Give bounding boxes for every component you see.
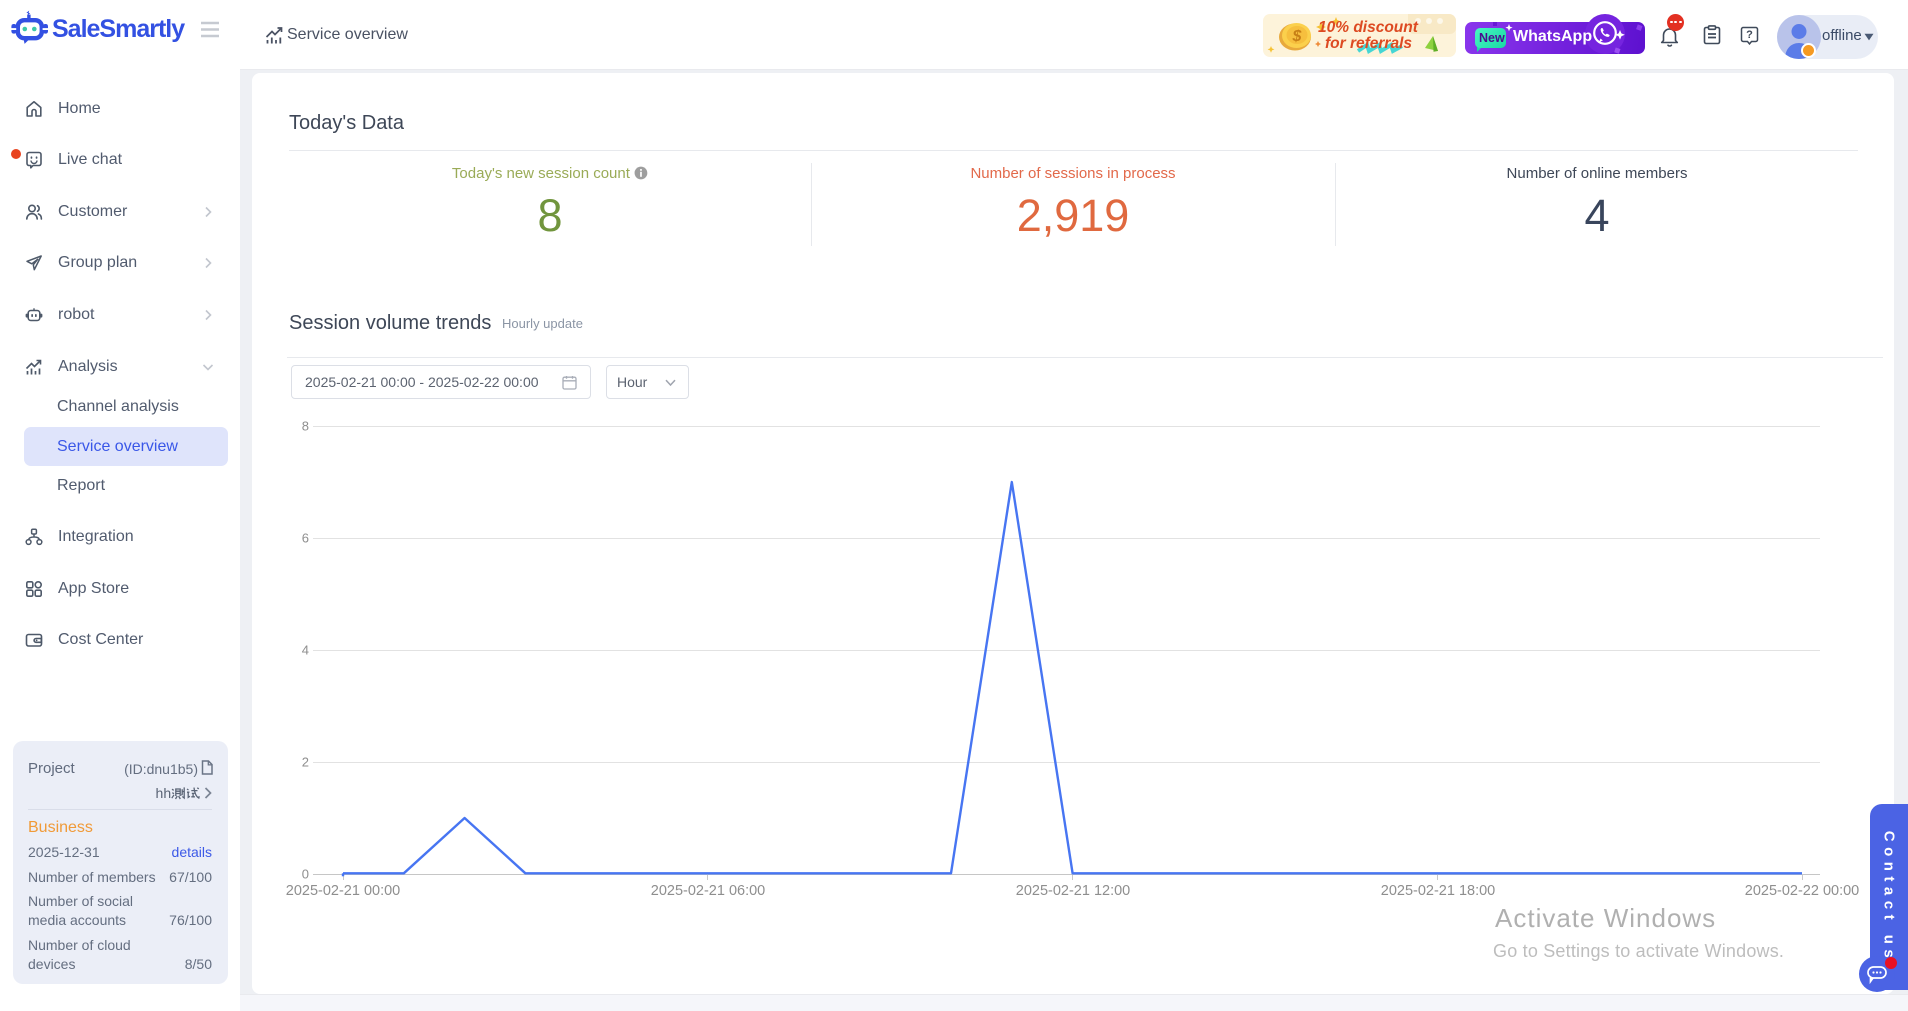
svg-text:0: 0 (302, 867, 309, 882)
svg-text:6: 6 (302, 531, 309, 546)
svg-text:8: 8 (302, 419, 309, 434)
svg-text:$: $ (1292, 28, 1303, 45)
svg-text:4: 4 (302, 643, 309, 658)
svg-text:2: 2 (302, 755, 309, 770)
svg-text:?: ? (1746, 29, 1753, 41)
